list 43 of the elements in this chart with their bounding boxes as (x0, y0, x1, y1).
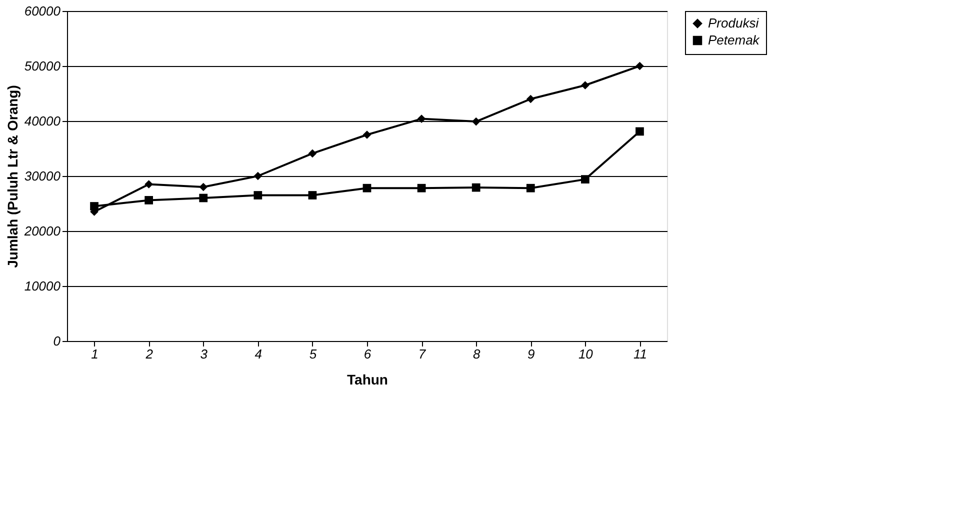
point (199, 194, 208, 202)
y-tick-label: 40000 (24, 114, 62, 128)
point (581, 175, 590, 184)
point (308, 191, 317, 200)
point (526, 184, 535, 192)
y-tick-label: 30000 (24, 168, 62, 184)
point (636, 62, 644, 70)
point (472, 183, 480, 192)
point (144, 180, 153, 188)
x-tick-label: 5 (309, 346, 318, 362)
point (254, 191, 262, 200)
x-axis-title: Tahun (347, 372, 388, 388)
x-tick-label: 7 (418, 346, 426, 362)
point (362, 184, 372, 192)
point (417, 114, 426, 123)
x-tick-label: 9 (528, 346, 535, 362)
x-tick-label: 2 (144, 346, 154, 362)
y-tick-label: 60000 (24, 4, 62, 18)
point (581, 81, 590, 90)
point (144, 196, 153, 204)
y-tick-label: 10000 (24, 278, 62, 294)
x-tick-label: 3 (200, 346, 208, 362)
point (90, 202, 98, 210)
x-tick-label: 8 (472, 346, 481, 362)
x-tick-label: 1 (91, 346, 98, 362)
x-tick-label: 6 (364, 346, 372, 362)
y-tick-label: 0 (53, 334, 62, 348)
legend-label: Produksi (708, 16, 760, 30)
point (199, 182, 208, 192)
legend-label: Petemak (708, 32, 761, 48)
y-tick-label: 50000 (24, 58, 62, 74)
point (526, 94, 535, 104)
point (254, 172, 262, 180)
x-tick-label: 11 (633, 346, 647, 362)
y-axis-title: Jumlah (Puluh Ltr & Orang) (4, 85, 20, 268)
x-tick-label: 10 (578, 346, 594, 362)
point (636, 127, 644, 136)
point (308, 149, 317, 158)
point (362, 130, 372, 139)
y-tick-label: 20000 (23, 224, 62, 238)
point (472, 117, 480, 126)
x-tick-label: 4 (254, 346, 262, 362)
point (417, 184, 426, 192)
